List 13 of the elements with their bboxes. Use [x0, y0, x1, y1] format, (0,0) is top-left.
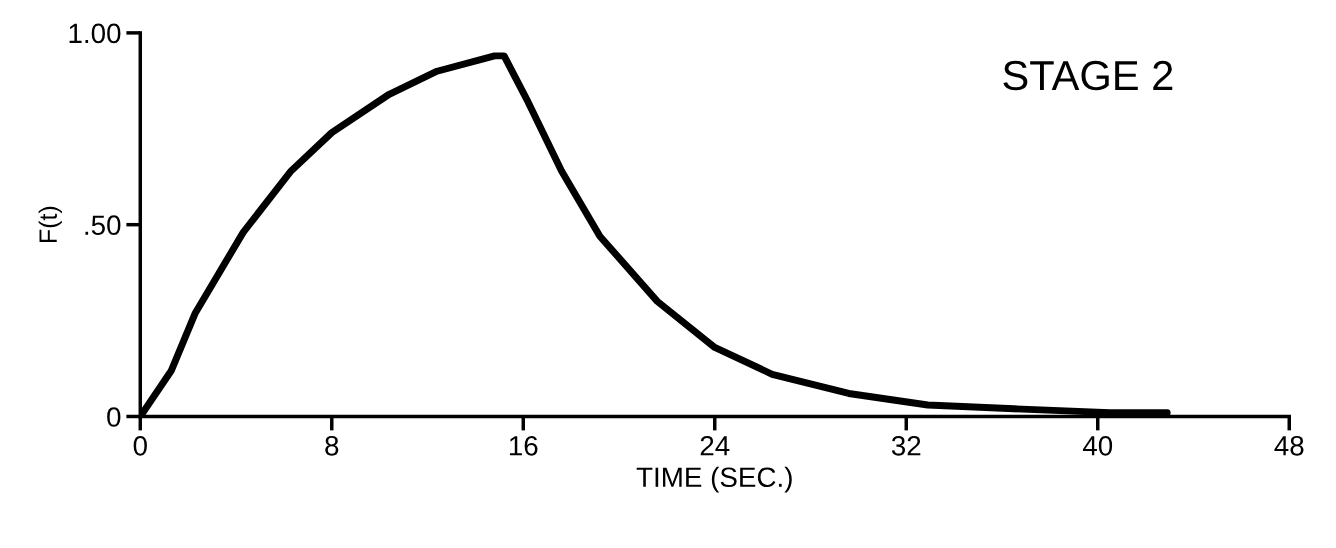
x-tick-label: 40 — [1082, 435, 1113, 456]
x-axis-title: TIME (SEC.) — [636, 466, 792, 493]
x-tick-label: 48 — [1274, 435, 1304, 456]
y-tick-label: 1.00 — [69, 23, 121, 44]
x-tick-label: 0 — [133, 435, 147, 456]
y-tick-label: 0 — [107, 407, 121, 427]
x-tick-label: 16 — [509, 435, 538, 456]
x-tick-label: 32 — [891, 435, 921, 456]
annotation: STAGE 2 — [1003, 60, 1173, 91]
y-tick-label: .50 — [85, 215, 121, 236]
y-axis-title: F(t) — [38, 206, 62, 243]
x-tick-label: 24 — [700, 435, 730, 456]
x-tick-label: 8 — [325, 435, 339, 456]
